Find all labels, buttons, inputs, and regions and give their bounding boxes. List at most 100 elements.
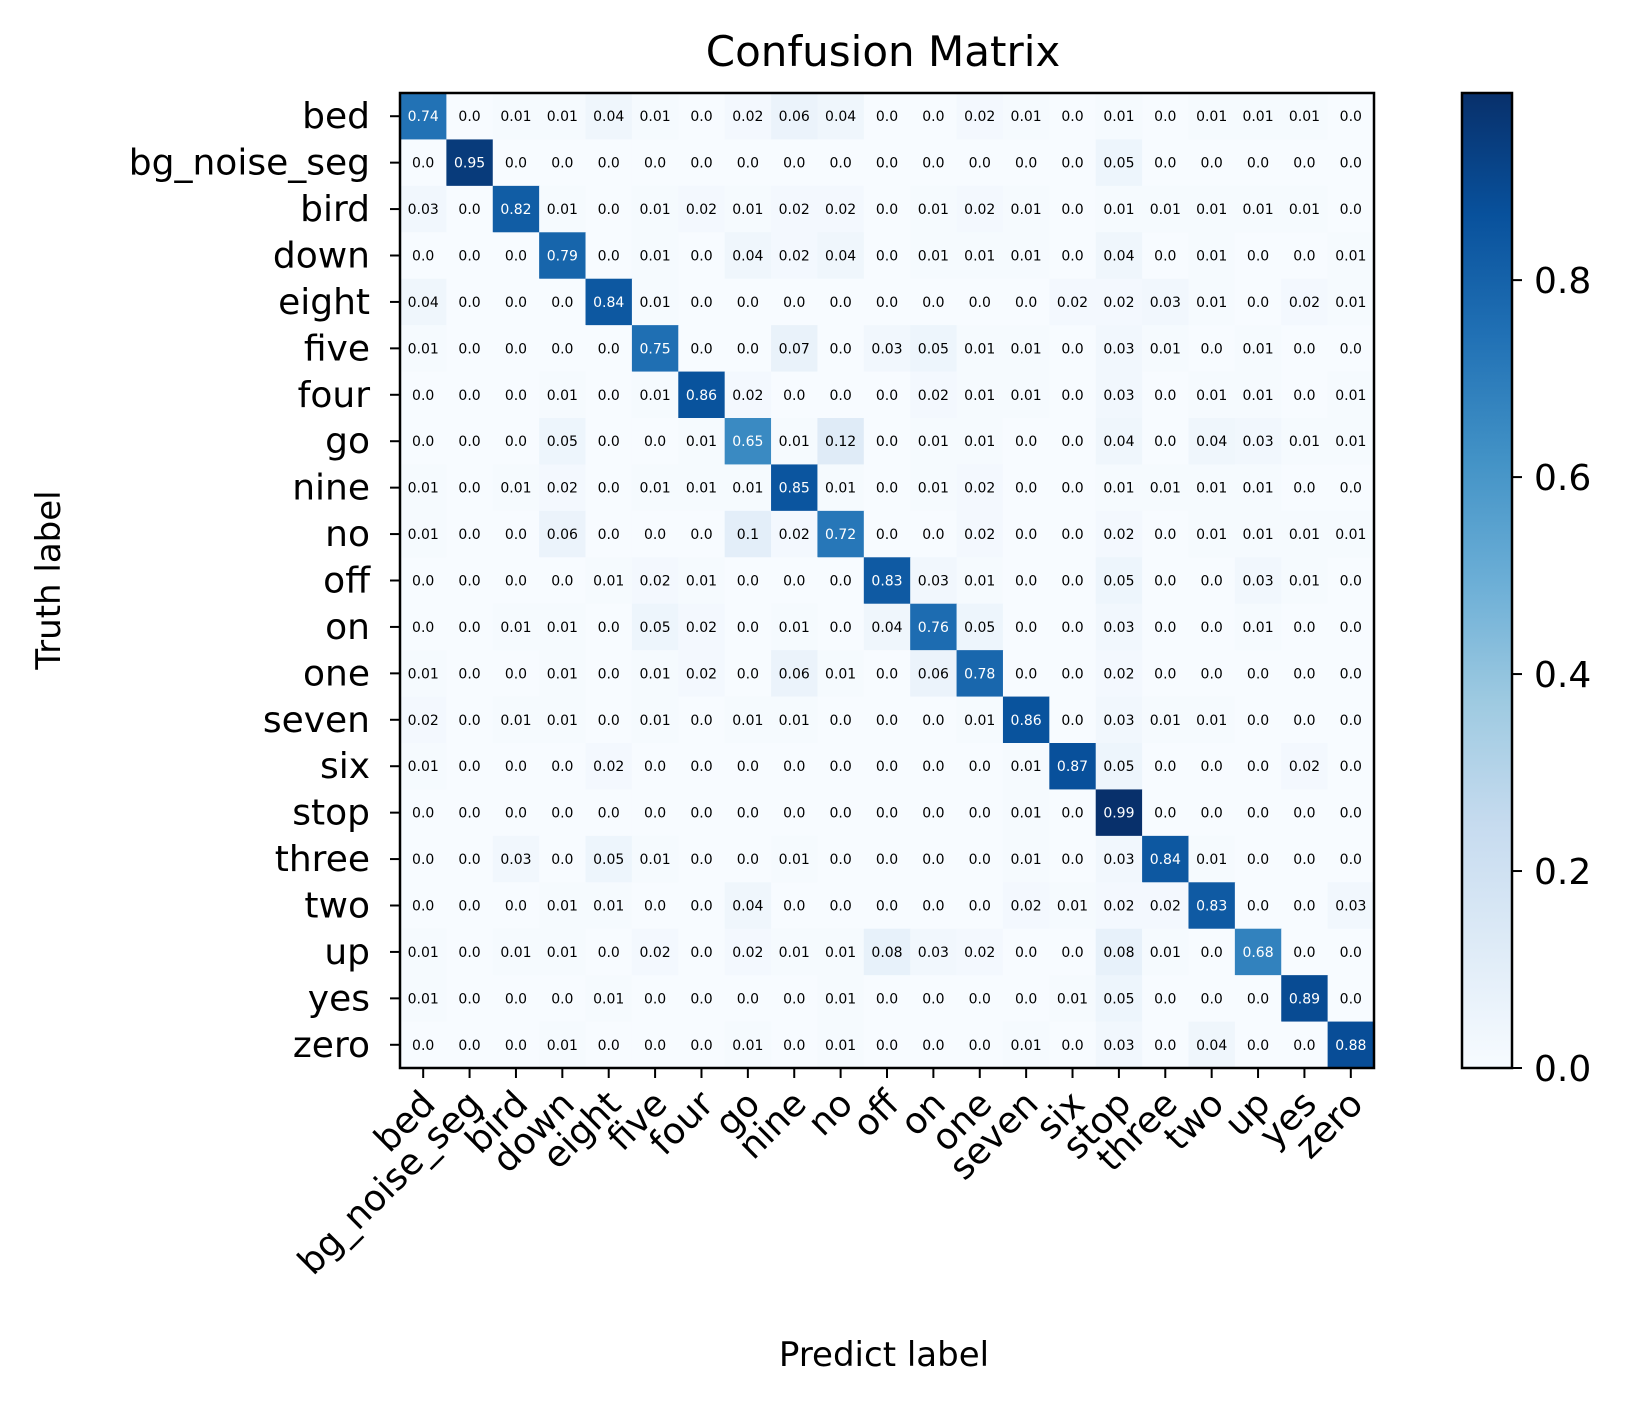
cell-value-label: 0.03 [918,574,949,590]
heatmap-cell [1188,139,1236,187]
heatmap-cell [1281,696,1329,744]
cell-value-label: 0.02 [686,202,717,218]
cell-value-label: 0.02 [1289,295,1320,311]
heatmap-cell [1188,603,1236,651]
heatmap-cell [817,975,865,1023]
cell-value-label: 0.06 [779,109,810,125]
heatmap-cell [678,139,726,187]
cell-value-label: 0.01 [825,666,856,682]
cell-value-label: 0.03 [871,341,902,357]
cell-value-label: 0.0 [458,202,480,218]
cell-value-label: 0.0 [1293,620,1315,636]
heatmap-cell [1234,325,1282,373]
heatmap-cell [539,789,587,837]
cell-value-label: 0.01 [1150,945,1181,961]
heatmap-cell [771,139,819,187]
heatmap-cell [1049,743,1097,791]
cell-value-label: 0.0 [1061,388,1083,404]
cell-value-label: 0.0 [505,666,527,682]
heatmap-cell [1327,835,1375,883]
cell-value-label: 0.0 [1154,806,1176,822]
cell-value-label: 0.0 [922,1038,944,1054]
cell-value-label: 0.01 [964,388,995,404]
cell-value-label: 0.01 [825,1038,856,1054]
cell-value-label: 0.02 [1057,295,1088,311]
cell-value-label: 0.05 [1103,574,1134,590]
cell-value-label: 0.0 [1293,666,1315,682]
heatmap-cell [863,975,911,1023]
heatmap-cell [1002,696,1050,744]
heatmap-cell [1188,650,1236,698]
heatmap-cell [1002,1021,1050,1069]
cell-value-label: 0.0 [1247,852,1269,868]
heatmap-cell [400,557,447,605]
heatmap-cell [817,557,865,605]
cell-value-label: 0.05 [918,341,949,357]
heatmap-cell [863,650,911,698]
cell-value-label: 0.01 [779,434,810,450]
cell-value-label: 0.04 [1196,1038,1227,1054]
cell-value-label: 0.01 [408,945,439,961]
heatmap-cell [678,928,726,976]
cell-value-label: 0.01 [1289,202,1320,218]
cell-value-label: 0.01 [964,341,995,357]
heatmap-cell [678,650,726,698]
heatmap-cell [400,93,447,141]
cell-value-label: 0.01 [1011,388,1042,404]
cell-value-label: 0.0 [1201,759,1223,775]
cell-value-label: 0.01 [1103,109,1134,125]
cell-value-label: 0.02 [640,574,671,590]
colorbar-tick-label: 0.6 [1534,458,1591,499]
cell-value-label: 0.0 [1061,202,1083,218]
cell-value-label: 0.0 [1201,806,1223,822]
cell-value-label: 0.0 [1061,574,1083,590]
y-tick-label: bird [300,189,370,230]
cell-value-label: 0.0 [644,899,666,915]
heatmap-cell [678,510,726,558]
cell-value-label: 0.08 [871,945,902,961]
cell-value-label: 0.02 [732,945,763,961]
cell-value-label: 0.0 [1154,574,1176,590]
heatmap-cell [1142,510,1190,558]
heatmap-cell [724,882,772,930]
heatmap-cell [956,975,1004,1023]
cell-value-label: 0.0 [1154,388,1176,404]
cell-value-label: 0.02 [779,202,810,218]
heatmap-cell [1142,557,1190,605]
cell-value-label: 0.0 [1340,666,1362,682]
cell-value-label: 0.95 [454,156,485,172]
cell-value-label: 0.0 [1061,713,1083,729]
heatmap-cell [863,325,911,373]
cell-value-label: 0.01 [1150,341,1181,357]
cell-value-label: 0.03 [1242,574,1273,590]
heatmap-cell [400,185,447,233]
cell-value-label: 0.0 [1340,574,1362,590]
heatmap-cell [539,371,587,419]
heatmap-cell [910,975,958,1023]
heatmap-cell [1188,185,1236,233]
cell-value-label: 0.0 [876,527,898,543]
heatmap-cell [771,371,819,419]
cell-value-label: 0.0 [458,388,480,404]
cell-value-label: 0.0 [598,341,620,357]
heatmap-cell [1327,93,1375,141]
cell-value-label: 0.01 [1196,713,1227,729]
cell-value-label: 0.99 [1103,806,1134,822]
heatmap-cell [1188,789,1236,837]
heatmap-cell [1095,139,1143,187]
heatmap-cell [539,928,587,976]
cell-value-label: 0.01 [1242,388,1273,404]
heatmap-cell [1095,789,1143,837]
heatmap-cell [539,139,587,187]
heatmap-cell [1142,371,1190,419]
cell-value-label: 0.0 [1340,620,1362,636]
heatmap-cell [910,650,958,698]
heatmap-cell [1281,603,1329,651]
heatmap-cell [585,139,633,187]
cell-value-label: 0.0 [1061,1038,1083,1054]
cell-value-label: 0.02 [1103,527,1134,543]
heatmap-cell [539,510,587,558]
heatmap-cell [1234,139,1282,187]
cell-value-label: 0.03 [1103,341,1134,357]
